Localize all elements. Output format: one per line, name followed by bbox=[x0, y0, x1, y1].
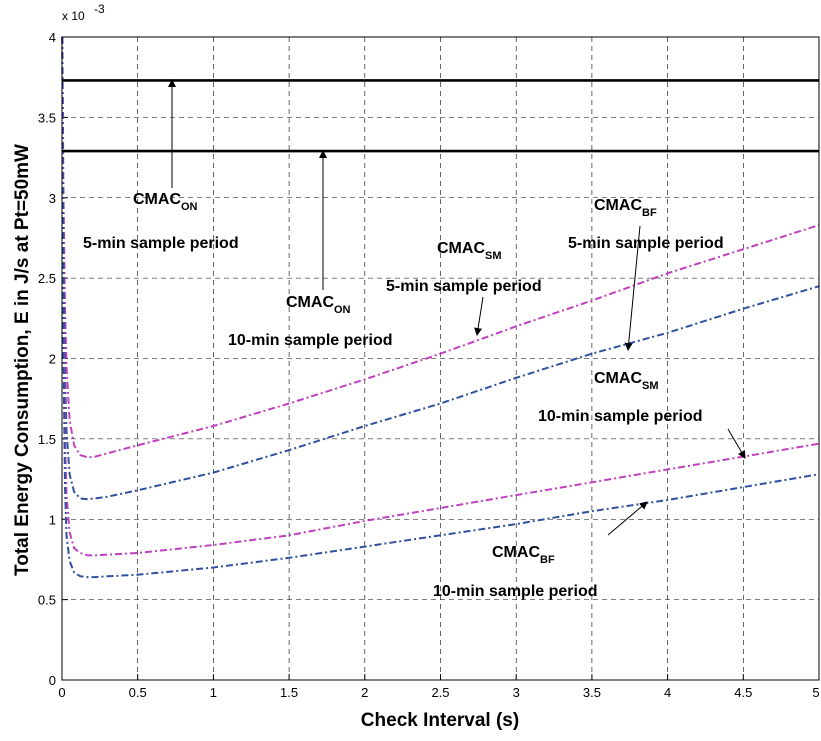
y-multiplier-base: x 10 bbox=[62, 9, 85, 23]
svg-text:CMACBF: CMACBF bbox=[594, 197, 657, 219]
annotation-sub: ON bbox=[181, 201, 198, 213]
y-multiplier: x 10 -3 bbox=[62, 2, 105, 23]
y-tick-label: 0 bbox=[49, 673, 56, 688]
annotation-main: CMAC bbox=[492, 544, 540, 561]
annotation-sub: SM bbox=[642, 380, 659, 392]
arrow bbox=[727, 428, 746, 459]
x-axis-label: Check Interval (s) bbox=[361, 710, 519, 731]
arrow bbox=[474, 296, 484, 336]
arrow bbox=[624, 225, 641, 351]
annotation-main: CMAC bbox=[133, 191, 181, 208]
y-tick-label: 2.5 bbox=[38, 271, 56, 286]
x-tick-label: 0 bbox=[58, 685, 65, 700]
x-tick-label: 1.5 bbox=[280, 685, 298, 700]
annotation-line2: 10-min sample period bbox=[538, 408, 703, 425]
y-tick-label: 2 bbox=[49, 352, 56, 367]
y-tick-label: 1.5 bbox=[38, 432, 56, 447]
annotation-line2: 5-min sample period bbox=[568, 235, 724, 252]
y-tick-label: 1 bbox=[49, 512, 56, 527]
annotation-line2: 5-min sample period bbox=[386, 278, 542, 295]
x-tick-label: 5 bbox=[812, 685, 819, 700]
annotation-cmac-on-10min: CMACON 10-min sample period bbox=[228, 150, 393, 349]
annotation-main: CMAC bbox=[594, 197, 642, 214]
annotation-cmac-sm-5min: CMACSM 5-min sample period bbox=[386, 240, 542, 336]
svg-text:CMACBF: CMACBF bbox=[492, 544, 555, 566]
y-tick-label: 0.5 bbox=[38, 593, 56, 608]
x-tick-label: 3.5 bbox=[583, 685, 601, 700]
tick-labels: 0 0.5 1 1.5 2 2.5 3 3.5 4 4.5 5 0 0.5 1 1.5 2 2.5 3 3.5 4 bbox=[38, 30, 820, 700]
plot-frame bbox=[61, 36, 820, 681]
annotation-sub: BF bbox=[540, 554, 555, 566]
annotation-line2: 10-min sample period bbox=[228, 332, 393, 349]
svg-text:CMACSM: CMACSM bbox=[437, 240, 502, 262]
annotation-main: CMAC bbox=[437, 240, 485, 257]
annotation-main: CMAC bbox=[594, 370, 642, 387]
annotation-cmac-on-5min: CMACON 5-min sample period bbox=[83, 79, 239, 252]
annotation-cmac-sm-10min: CMACSM 10-min sample period bbox=[538, 370, 746, 459]
arrow bbox=[607, 501, 648, 536]
x-tick-label: 3 bbox=[513, 685, 520, 700]
series-line bbox=[61, 36, 820, 557]
series-line bbox=[61, 36, 820, 501]
annotation-line2: 5-min sample period bbox=[83, 235, 239, 252]
annotation-sub: BF bbox=[642, 207, 657, 219]
x-tick-label: 1 bbox=[210, 685, 217, 700]
x-tick-label: 2 bbox=[361, 685, 368, 700]
x-tick-label: 4 bbox=[664, 685, 671, 700]
x-tick-label: 0.5 bbox=[129, 685, 147, 700]
svg-text:CMACON: CMACON bbox=[133, 191, 198, 213]
y-tick-label: 3 bbox=[49, 191, 56, 206]
x-tick-label: 4.5 bbox=[734, 685, 752, 700]
series-layer bbox=[61, 36, 820, 579]
y-axis-label: Total Energy Consumption, E in J/s at Pt… bbox=[12, 144, 33, 576]
y-multiplier-exponent: -3 bbox=[94, 2, 105, 16]
annotation-cmac-bf-5min: CMACBF 5-min sample period bbox=[568, 197, 724, 351]
annotation-cmac-bf-10min: CMACBF 10-min sample period bbox=[433, 501, 648, 600]
svg-text:CMACSM: CMACSM bbox=[594, 370, 659, 392]
x-tick-label: 2.5 bbox=[431, 685, 449, 700]
y-tick-label: 4 bbox=[49, 30, 56, 45]
annotation-line2: 10-min sample period bbox=[433, 583, 598, 600]
series-line bbox=[61, 36, 820, 579]
annotation-sub: ON bbox=[334, 304, 351, 316]
y-tick-label: 3.5 bbox=[38, 110, 56, 125]
svg-text:CMACON: CMACON bbox=[286, 294, 351, 316]
annotation-main: CMAC bbox=[286, 294, 334, 311]
annotation-sub: SM bbox=[485, 250, 502, 262]
